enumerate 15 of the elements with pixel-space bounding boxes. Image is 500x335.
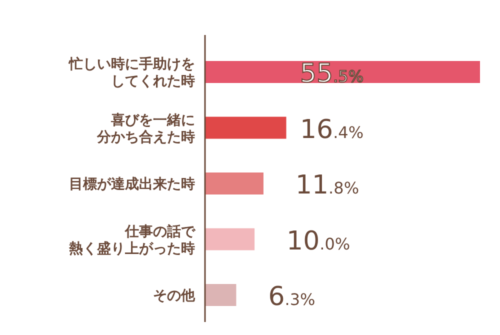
y-tick-label: 目標が達成出来た時 bbox=[69, 176, 195, 192]
bar bbox=[205, 228, 255, 250]
y-tick-label: 喜びを一緒に分かち合えた時 bbox=[96, 112, 195, 146]
y-tick-label: 忙しい時に手助けをしてくれた時 bbox=[68, 56, 195, 90]
data-label: 6.3% bbox=[268, 282, 316, 312]
bar bbox=[205, 172, 264, 194]
data-label: 16.4% bbox=[300, 114, 364, 145]
data-label: 55.5% bbox=[300, 59, 364, 89]
data-label: 10.0% bbox=[286, 226, 350, 256]
y-tick-label: 仕事の話で熱く盛り上がった時 bbox=[68, 224, 196, 257]
bar bbox=[205, 61, 480, 83]
data-label: 11.8% bbox=[295, 170, 360, 200]
y-tick-label: その他 bbox=[153, 288, 196, 304]
bar bbox=[205, 116, 286, 139]
bar bbox=[205, 284, 236, 306]
